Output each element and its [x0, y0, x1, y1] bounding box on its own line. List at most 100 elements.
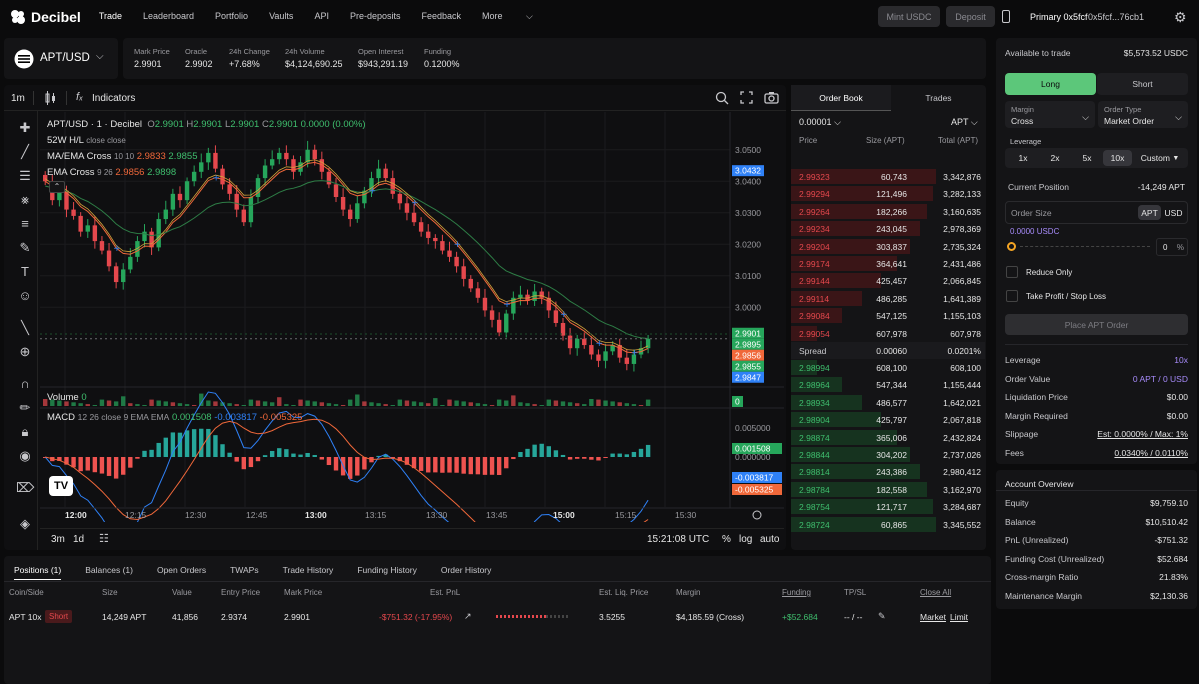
indicators-button[interactable]: Indicators: [92, 93, 136, 104]
unit-select[interactable]: APT ⌵: [951, 117, 978, 128]
close-limit-button[interactable]: Limit: [950, 612, 968, 622]
reduce-only-checkbox[interactable]: [1006, 266, 1018, 278]
position-row[interactable]: APT 10x Short 14,249 APT 41,856 2.9374 2…: [4, 608, 991, 626]
range-3m[interactable]: 3m: [51, 534, 65, 545]
zoom-in-icon[interactable]: ⊕: [19, 344, 31, 359]
size-slider[interactable]: 0 %: [1005, 238, 1188, 256]
account-address[interactable]: 0x5fcf...76cb1: [1088, 12, 1145, 22]
eye-icon[interactable]: ◉: [19, 448, 31, 463]
leverage-5x[interactable]: 5x: [1082, 153, 1092, 163]
ob-bid-row[interactable]: 2.98994 608,100 608,100: [791, 359, 985, 376]
tab-order-history[interactable]: Order History: [440, 564, 492, 575]
settings-gear-icon[interactable]: [752, 510, 762, 520]
leverage-custom[interactable]: Custom ▼: [1135, 150, 1185, 166]
brand-logo[interactable]: Decibel: [10, 9, 81, 25]
ob-bid-row[interactable]: 2.98874 365,006 2,432,824: [791, 429, 985, 446]
tab-positions[interactable]: Positions (1): [14, 565, 62, 580]
tradingview-logo-icon[interactable]: TV: [49, 476, 73, 496]
ob-ask-row[interactable]: 2.99323 60,743 3,342,876: [791, 168, 985, 185]
ob-bid-row[interactable]: 2.98934 486,577 1,642,021: [791, 394, 985, 411]
leverage-1x[interactable]: 1x: [1018, 153, 1028, 163]
percent-toggle[interactable]: %: [722, 534, 731, 545]
nav-vaults[interactable]: Vaults: [269, 11, 294, 21]
leverage-2x[interactable]: 2x: [1050, 153, 1060, 163]
pos-header[interactable]: Close All: [920, 588, 952, 597]
ob-ask-row[interactable]: 2.99294 121,496 3,282,133: [791, 185, 985, 202]
place-order-button[interactable]: Place APT Order: [1005, 314, 1188, 335]
leverage-10x[interactable]: 10x: [1103, 150, 1132, 166]
range-1d[interactable]: 1d: [73, 534, 85, 545]
ob-bid-row[interactable]: 2.98754 121,717 3,284,687: [791, 498, 985, 515]
ob-bid-row[interactable]: 2.98844 304,202 2,737,026: [791, 446, 985, 463]
magnet-icon[interactable]: ∩: [20, 376, 30, 391]
tab-open-orders[interactable]: Open Orders: [156, 564, 207, 575]
summary-value[interactable]: Est: 0.0000% / Max: 1%: [1097, 429, 1188, 440]
close-market-button[interactable]: Market: [920, 612, 946, 622]
nav-trade[interactable]: Trade: [98, 11, 122, 21]
mint-usdc-button[interactable]: Mint USDC: [878, 6, 940, 27]
nav-api[interactable]: API: [314, 11, 329, 21]
tab-funding-history[interactable]: Funding History: [357, 564, 417, 575]
trendline-icon[interactable]: ╱: [21, 144, 29, 159]
layers-icon[interactable]: ◈: [20, 516, 30, 531]
tab-twaps[interactable]: TWAPs: [230, 564, 259, 575]
horizontal-lines-icon[interactable]: ☰: [19, 168, 31, 183]
nav-portfolio[interactable]: Portfolio: [215, 11, 249, 21]
slider-handle[interactable]: [1007, 242, 1016, 251]
emoji-icon[interactable]: ☺: [18, 288, 32, 303]
crosshair-icon[interactable]: ✚: [19, 120, 31, 135]
tab-trade-history[interactable]: Trade History: [282, 564, 334, 575]
ruler-icon[interactable]: ╲: [21, 320, 29, 335]
ob-ask-row[interactable]: 2.99084 547,125 1,155,103: [791, 307, 985, 324]
lock-icon[interactable]: 🔒︎: [21, 424, 29, 439]
tick-size-select[interactable]: 0.00001 ⌵: [799, 117, 841, 128]
tab-order-book[interactable]: Order Book: [791, 85, 891, 111]
tab-trades[interactable]: Trades: [925, 93, 952, 103]
candle-type-icon[interactable]: [44, 91, 56, 105]
ob-bid-row[interactable]: 2.98784 182,558 3,162,970: [791, 481, 985, 498]
zoom-chart-icon[interactable]: [715, 91, 729, 105]
text-icon[interactable]: T: [21, 264, 29, 279]
summary-value[interactable]: 0.0340% / 0.0110%: [1114, 448, 1188, 458]
ob-ask-row[interactable]: 2.99174 364,641 2,431,486: [791, 255, 985, 272]
slider-percent-input[interactable]: 0 %: [1156, 238, 1188, 256]
auto-toggle[interactable]: auto: [760, 534, 780, 545]
tpsl-checkbox[interactable]: [1006, 290, 1018, 302]
indicators-icon[interactable]: fₓ: [76, 91, 84, 103]
pos-header[interactable]: Funding: [782, 588, 811, 597]
ob-bid-row[interactable]: 2.98904 425,797 2,067,818: [791, 411, 985, 428]
brush-icon[interactable]: ✎: [19, 240, 31, 255]
account-label[interactable]: Primary 0x5fcf: [1030, 12, 1088, 22]
margin-select[interactable]: Margin Cross ⌵: [1005, 101, 1095, 128]
fullscreen-icon[interactable]: [740, 91, 753, 104]
ob-bid-row[interactable]: 2.98964 547,344 1,155,444: [791, 376, 985, 393]
edit-icon[interactable]: ✎: [878, 611, 886, 621]
phone-icon[interactable]: [1002, 10, 1010, 23]
fib-icon[interactable]: ≡: [21, 216, 29, 231]
ob-ask-row[interactable]: 2.99054 607,978 607,978: [791, 325, 985, 342]
ob-ask-row[interactable]: 2.99264 182,266 3,160,635: [791, 203, 985, 220]
nav-pre-deposits[interactable]: Pre-deposits: [349, 11, 401, 21]
interval-button[interactable]: 1m: [11, 93, 25, 104]
share-icon[interactable]: ↗: [464, 611, 472, 621]
tab-balances[interactable]: Balances (1): [85, 564, 133, 575]
gear-icon[interactable]: ⚙: [1174, 9, 1187, 25]
market-selector[interactable]: APT/USD ⌵: [4, 38, 118, 79]
deposit-button[interactable]: Deposit: [946, 6, 995, 27]
price-chart[interactable]: + + + + + + + + +3.0500 3.0400 3.0300 3.0200 3.0100 3…: [40, 112, 784, 522]
nav-more[interactable]: More ⌵: [482, 11, 554, 22]
unit-usd-toggle[interactable]: USD: [1164, 207, 1183, 218]
lock-drawing-icon[interactable]: ✏: [19, 400, 31, 415]
collapse-legend-button[interactable]: ⌃: [49, 181, 65, 193]
order-size-input[interactable]: Order Size APT USD: [1005, 201, 1188, 224]
unit-apt-toggle[interactable]: APT: [1138, 205, 1161, 220]
nav-feedback[interactable]: Feedback: [421, 11, 462, 21]
order-type-select[interactable]: Order Type Market Order ⌵: [1098, 101, 1188, 128]
pattern-icon[interactable]: ⨳: [20, 192, 30, 207]
ob-ask-row[interactable]: 2.99144 425,457 2,066,845: [791, 272, 985, 289]
ob-bid-row[interactable]: 2.98724 60,865 3,345,552: [791, 516, 985, 533]
long-button[interactable]: Long: [1005, 73, 1096, 95]
nav-leaderboard[interactable]: Leaderboard: [143, 11, 195, 21]
log-toggle[interactable]: log: [739, 534, 753, 545]
calendar-icon[interactable]: ☷: [99, 533, 109, 545]
